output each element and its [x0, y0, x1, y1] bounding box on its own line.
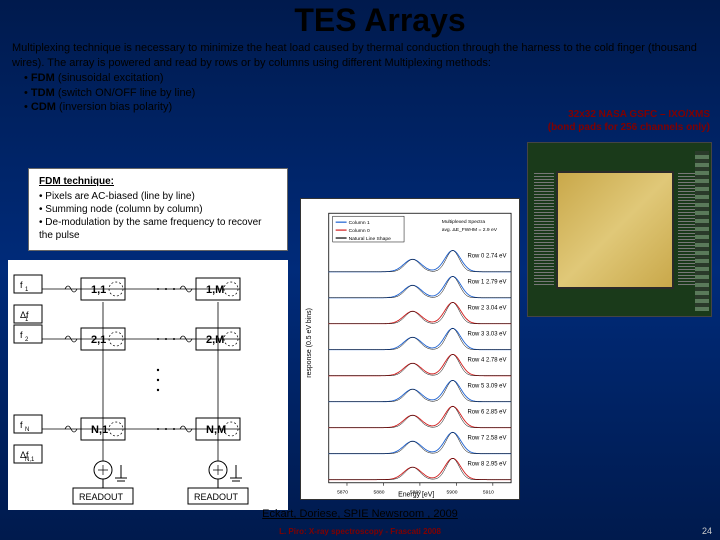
fdm-item-2: • De-modulation by the same frequency to…	[39, 216, 277, 242]
citation-text: Eckart, Doriese, SPIE Newsroom , 2009	[0, 508, 720, 520]
bullet-tdm: • TDM (switch ON/OFF line by line)	[24, 87, 195, 99]
svg-text:READOUT: READOUT	[194, 492, 239, 502]
svg-text:Row 1 2.79 eV: Row 1 2.79 eV	[467, 279, 506, 285]
svg-text:2,1: 2,1	[91, 334, 106, 346]
slide-title: TES Arrays	[0, 0, 720, 39]
svg-text:N,1: N,1	[25, 457, 35, 463]
fdm-technique-box: FDM technique: • Pixels are AC-biased (l…	[28, 168, 288, 251]
multiplexed-spectra-plot: Column 1 Column 0 Natural Line Shape Multip…	[300, 198, 520, 500]
fdm-item-0: • Pixels are AC-biased (line by line)	[39, 190, 277, 203]
svg-text:Row 0 2.74 eV: Row 0 2.74 eV	[467, 253, 506, 259]
svg-text:Energy [eV]: Energy [eV]	[398, 492, 434, 499]
svg-text:5900: 5900	[446, 490, 457, 496]
fdm-heading: FDM technique:	[39, 175, 277, 188]
fdm-schematic-diagram: f1Δf1f2fNΔfN,11,11,M2,12,MN,1N,MREADOUTR…	[8, 260, 288, 510]
svg-text:Row 4 2.78 eV: Row 4 2.78 eV	[467, 357, 506, 363]
page-number: 24	[702, 526, 712, 536]
svg-text:1,M: 1,M	[206, 284, 224, 296]
svg-text:N: N	[25, 427, 29, 433]
tes-array-chip-photo	[527, 142, 712, 317]
svg-text:Row 8 2.95 eV: Row 8 2.95 eV	[467, 461, 506, 467]
svg-text:READOUT: READOUT	[79, 492, 124, 502]
svg-text:5880: 5880	[374, 490, 385, 496]
svg-text:N,M: N,M	[206, 424, 226, 436]
svg-text:Natural Line Shape: Natural Line Shape	[349, 236, 392, 242]
svg-text:Row 6 2.85 eV: Row 6 2.85 eV	[467, 409, 506, 415]
bond-wires-left	[534, 173, 554, 287]
footer-text: L. Piro: X-ray spectroscopy - Frascati 2…	[0, 527, 720, 536]
svg-text:N,1: N,1	[91, 424, 108, 436]
svg-text:avg. ΔE_FWHM = 2.9 eV: avg. ΔE_FWHM = 2.9 eV	[442, 227, 498, 233]
intro-text: Multiplexing technique is necessary to m…	[12, 42, 697, 69]
svg-text:Column 0: Column 0	[349, 228, 370, 234]
svg-text:Multiplexed Spectra: Multiplexed Spectra	[442, 219, 486, 225]
svg-text:Row 3 3.03 eV: Row 3 3.03 eV	[467, 331, 506, 337]
intro-paragraph: Multiplexing technique is necessary to m…	[0, 39, 720, 115]
detector-die	[556, 171, 674, 289]
svg-text:Column 1: Column 1	[349, 220, 370, 226]
svg-text:Row 5 3.09 eV: Row 5 3.09 eV	[467, 383, 506, 389]
svg-text:Row 2 3.04 eV: Row 2 3.04 eV	[467, 305, 506, 311]
svg-text:Row 7 2.58 eV: Row 7 2.58 eV	[467, 435, 506, 441]
svg-text:2,M: 2,M	[206, 334, 224, 346]
fdm-item-1: • Summing node (column by column)	[39, 203, 277, 216]
svg-text:5910: 5910	[483, 490, 494, 496]
bullet-fdm: • FDM (sinusoidal excitation)	[24, 72, 164, 84]
svg-text:1,1: 1,1	[91, 284, 106, 296]
svg-text:5870: 5870	[337, 490, 348, 496]
connector-edge	[695, 151, 709, 311]
chip-caption: 32x32 NASA GSFC – IXO/XMS (bond pads for…	[548, 108, 710, 134]
svg-text:response (0.5 eV bins): response (0.5 eV bins)	[306, 308, 313, 378]
bullet-cdm: • CDM (inversion bias polarity)	[24, 101, 172, 113]
